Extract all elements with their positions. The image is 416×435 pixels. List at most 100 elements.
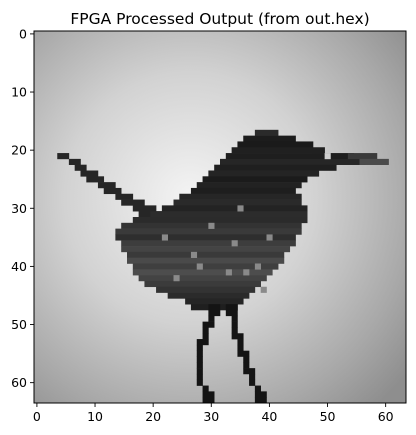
image-pixel-block	[196, 182, 302, 189]
image-pixel-block	[196, 356, 203, 363]
image-pixel-block	[249, 379, 256, 386]
image-pixel-block	[127, 251, 285, 258]
image-pixel-block	[86, 176, 105, 183]
image-pixel-block	[196, 373, 203, 381]
plot-area	[33, 30, 407, 404]
image-pixel-block	[243, 368, 256, 375]
y-axis-ticks: 0 10 20 30 40 50 60	[11, 26, 34, 390]
image-pixel-block	[202, 321, 215, 328]
image-pixel-block	[214, 164, 337, 171]
image-pixel-block	[121, 246, 291, 253]
image-pixel-block	[243, 362, 250, 369]
image-pixel-block	[196, 362, 203, 369]
x-axis-ticks: 0 10 20 30 40 50 60	[33, 403, 394, 424]
image-pixel-block	[324, 153, 331, 160]
image-pixel-block	[132, 269, 273, 276]
y-tick-label: 10	[11, 85, 27, 100]
image-pixel-block	[359, 158, 389, 165]
image-pixel-block	[127, 257, 285, 264]
image-pixel-block	[132, 263, 279, 270]
image-pixel-block	[161, 205, 308, 212]
image-pixel-block	[254, 385, 261, 392]
image-pixel-block	[115, 228, 302, 235]
image-pixel-block	[225, 153, 354, 160]
image-pixel-block	[103, 187, 122, 195]
image-pixel-block	[161, 234, 168, 241]
image-pixel-block	[254, 391, 267, 398]
image-pixel-block	[231, 333, 244, 340]
image-pixel-block	[190, 251, 198, 258]
image-pixel-block	[190, 187, 296, 195]
image-pixel-block	[196, 379, 203, 386]
image-pixel-block	[208, 170, 320, 177]
image-pixel-block	[121, 199, 145, 206]
image-pixel-block	[231, 315, 238, 322]
image-pixel-block	[74, 164, 87, 171]
image-pixel-block	[185, 298, 244, 305]
image-pixel-block	[80, 170, 99, 177]
image-pixel-block	[173, 275, 180, 282]
y-tick-label: 20	[11, 143, 27, 158]
image-pixel-block	[156, 286, 256, 293]
y-tick-label: 30	[11, 201, 27, 216]
image-pixel-block	[196, 339, 209, 346]
image-pixel-block	[202, 397, 215, 404]
image-pixel-block	[179, 193, 302, 200]
x-tick-label: 20	[145, 409, 161, 424]
image-pixel-block	[347, 153, 378, 160]
image-pixel-block	[202, 385, 209, 392]
image-pixel-block	[237, 339, 244, 346]
image-pixel-block	[231, 327, 238, 334]
image-pixel-block	[266, 234, 273, 241]
y-tick-label: 40	[11, 259, 27, 274]
x-tick-label: 30	[203, 409, 219, 424]
image-pixel-block	[202, 176, 308, 183]
image-pixel-block	[115, 234, 296, 241]
image-pixel-block	[196, 344, 203, 351]
image-pixel-block	[144, 280, 261, 288]
image-pixel-block	[202, 391, 215, 398]
image-pixel-block	[173, 199, 302, 206]
image-pixel-block	[237, 205, 244, 212]
x-tick-label: 40	[261, 409, 277, 424]
image-pixel-block	[237, 344, 244, 351]
image-pixel-block	[231, 147, 325, 154]
image-pixel-block	[254, 397, 267, 404]
image-pixel-block	[254, 129, 279, 136]
image-pixel-block	[202, 327, 209, 334]
image-pixel-block	[167, 292, 250, 299]
image-pixel-block	[208, 304, 221, 311]
image-pixel-block	[196, 263, 203, 270]
image-pixel-block	[243, 356, 250, 363]
image-pixel-block	[150, 211, 308, 218]
image-pixel-block	[132, 205, 157, 212]
image-pixel-block	[231, 240, 238, 247]
image-pixel-block	[208, 310, 221, 317]
image-pixel-block	[115, 193, 134, 200]
image-pixel-block	[57, 153, 70, 160]
image-pixel-block	[97, 182, 116, 189]
plot-frame	[33, 30, 407, 404]
x-tick-label: 50	[320, 409, 336, 424]
image-pixel-block	[68, 158, 81, 165]
x-tick-label: 0	[33, 409, 41, 424]
x-tick-label: 60	[378, 409, 394, 424]
image-pixel-block	[138, 275, 267, 282]
image-pixel-block	[237, 141, 314, 148]
image-pixel-block	[225, 310, 238, 317]
x-tick-label: 10	[87, 409, 103, 424]
image-pixel-block	[225, 269, 232, 276]
image-pixel-block	[208, 315, 215, 322]
image-pixel-block	[132, 217, 308, 224]
image-pixel-block	[260, 286, 267, 293]
y-tick-label: 60	[11, 375, 27, 390]
y-tick-label: 0	[19, 26, 27, 41]
image-pixel-block	[254, 263, 261, 270]
chart-title: FPGA Processed Output (from out.hex)	[70, 10, 369, 28]
image-pixel-block	[121, 240, 296, 247]
image-pixel-block	[237, 350, 250, 357]
image-pixel-block	[196, 368, 203, 375]
image-pixel-block	[196, 350, 203, 357]
image-pixel-block	[231, 321, 238, 328]
